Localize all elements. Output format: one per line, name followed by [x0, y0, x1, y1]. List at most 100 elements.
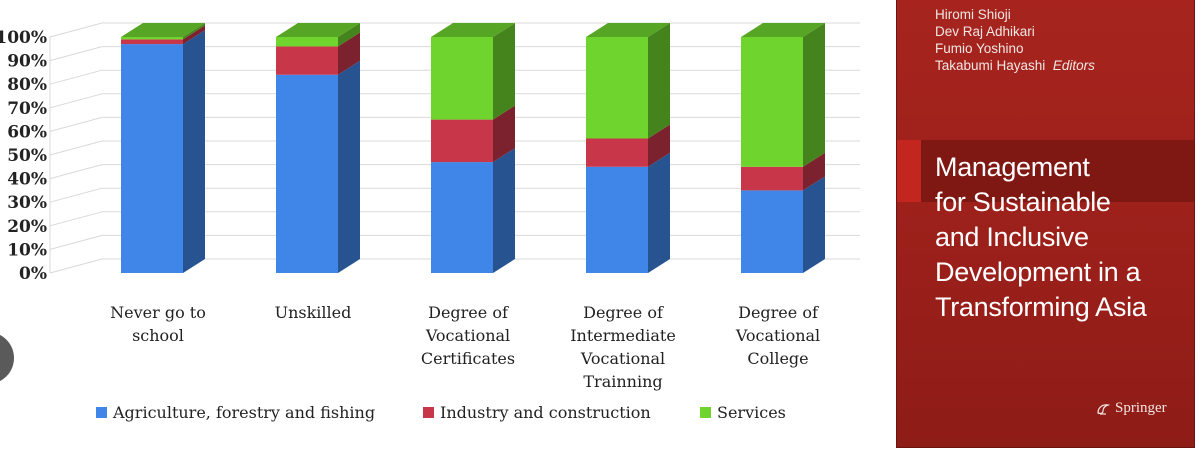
y-tick-label: 0%	[19, 264, 47, 284]
bar-segment	[431, 37, 493, 120]
y-axis: 0% 10% 20% 30% 40% 50% 60% 70% 80% 90% 100%	[0, 28, 47, 284]
bar-side	[183, 30, 205, 273]
gridline-diag	[49, 258, 103, 274]
y-tick-label: 40%	[7, 170, 47, 190]
book-title-line-2: for Sustainable	[935, 187, 1111, 217]
book-editor-3: Fumio Yoshino	[935, 41, 1024, 56]
bar-segment	[431, 119, 493, 163]
legend-item: Industry and construction	[423, 403, 651, 422]
bar-side	[338, 32, 360, 75]
y-tick-label: 90%	[7, 52, 47, 72]
bar-side	[493, 148, 515, 273]
bar-side	[803, 176, 825, 273]
bar-segment	[586, 37, 648, 139]
book-title-line-1: Management	[935, 152, 1090, 182]
legend-label: Industry and construction	[440, 403, 651, 422]
y-tick-label: 100%	[0, 28, 47, 48]
y-tick-label: 30%	[7, 193, 47, 213]
legend: Agriculture, forestry and fishing Industr…	[96, 403, 786, 422]
bar-segment	[586, 138, 648, 167]
bar-side	[183, 23, 205, 40]
bar-side	[803, 152, 825, 191]
legend-label: Agriculture, forestry and fishing	[112, 403, 375, 422]
x-category-label: Degree of Vocational Certificates	[421, 303, 515, 368]
x-category-label-line: Degree of	[738, 303, 819, 322]
stacked-bar-chart: 0% 10% 20% 30% 40% 50% 60% 70% 80% 90% 100% Never …	[0, 22, 860, 422]
bar-stack	[121, 23, 205, 273]
legend-label: Services	[717, 403, 786, 422]
bar-side	[803, 23, 825, 167]
book-editors: Hiromi Shioji Dev Raj Adhikari Fumio Yos…	[935, 6, 1095, 74]
gridline-diag	[49, 46, 103, 62]
bar-segment	[276, 46, 338, 75]
x-category-label: Degree of Vocational College	[735, 303, 820, 368]
book-title: Management for Sustainable and Inclusive…	[935, 150, 1185, 325]
book-editor-4: Takabumi Hayashi Editors	[935, 57, 1095, 74]
bar-segment	[276, 37, 338, 47]
side-circle-button[interactable]	[0, 332, 14, 384]
bar-segment	[121, 39, 183, 45]
gridline-diag	[49, 116, 103, 132]
legend-swatch	[96, 407, 107, 418]
x-category-label-line: Vocational	[735, 326, 820, 345]
y-tick-label: 80%	[7, 75, 47, 95]
bar-segment	[741, 190, 803, 273]
x-category-label-line: Certificates	[421, 349, 515, 368]
x-axis: Never go to school Unskilled Degree of Vocat…	[110, 303, 820, 391]
book-stripe	[897, 140, 1194, 202]
bar-stack	[586, 23, 670, 273]
x-category-label: Never go to school	[110, 303, 206, 345]
x-category-label-line: Vocational	[580, 349, 665, 368]
x-category-label-line: school	[132, 326, 184, 345]
bar-top	[586, 23, 670, 37]
bar-side	[648, 152, 670, 273]
book-title-line-5: Transforming Asia	[935, 292, 1147, 322]
x-category-label-line: Degree of	[428, 303, 509, 322]
x-category-label: Degree of Intermediate Vocational Trainning	[570, 303, 676, 391]
bar-side	[648, 23, 670, 139]
springer-logo-icon	[1097, 403, 1111, 415]
legend-item: Agriculture, forestry and fishing	[96, 403, 375, 422]
book-editor-4-name: Takabumi Hayashi	[935, 58, 1046, 73]
x-category-label-line: College	[747, 349, 808, 368]
bar-segment	[741, 166, 803, 191]
bar-top	[276, 23, 360, 37]
bar-side	[338, 23, 360, 47]
x-category-label-line: Unskilled	[275, 303, 352, 322]
legend-item: Services	[700, 403, 786, 422]
bar-top	[121, 23, 205, 37]
bar-top	[431, 23, 515, 37]
book-stripe-accent	[897, 140, 921, 202]
bar-segment	[741, 37, 803, 167]
book-publisher-name: Springer	[1115, 400, 1167, 416]
gridline-diag	[49, 211, 103, 227]
gridline-diag	[49, 69, 103, 85]
legend-swatch	[700, 407, 711, 418]
bar-segment	[276, 74, 338, 273]
x-category-label: Unskilled	[275, 303, 352, 322]
y-tick-label: 50%	[7, 146, 47, 166]
y-tick-label: 60%	[7, 122, 47, 142]
bar-stack	[276, 23, 360, 274]
bar-side	[183, 25, 205, 45]
x-category-label-line: Degree of	[583, 303, 664, 322]
y-tick-label: 20%	[7, 217, 47, 237]
bar-side	[648, 124, 670, 167]
bar-segment	[431, 162, 493, 273]
book-cover: Hiromi Shioji Dev Raj Adhikari Fumio Yos…	[897, 0, 1194, 447]
gridline-diag	[49, 93, 103, 109]
x-category-label-line: Trainning	[583, 372, 662, 391]
book-title-line-4: Development in a	[935, 257, 1141, 287]
gridline-diag	[49, 22, 103, 38]
bars-layer	[121, 23, 825, 274]
gridline-diag	[49, 140, 103, 156]
y-tick-label: 70%	[7, 99, 47, 119]
bar-side	[493, 105, 515, 163]
y-tick-label: 10%	[7, 240, 47, 260]
gridline-diag	[49, 234, 103, 250]
x-category-label-line: Vocational	[425, 326, 510, 345]
book-title-line-3: and Inclusive	[935, 222, 1089, 252]
book-editor-1: Hiromi Shioji	[935, 7, 1011, 22]
bar-segment	[121, 44, 183, 273]
book-editors-role: Editors	[1052, 58, 1095, 73]
